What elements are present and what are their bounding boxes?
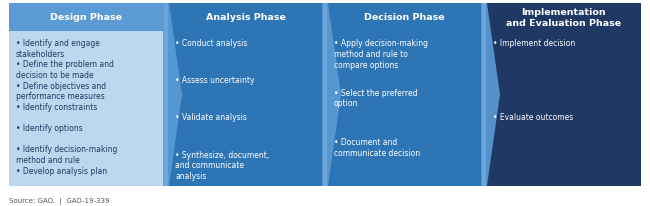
Bar: [9, 32, 164, 186]
Bar: [486, 32, 641, 186]
Text: • Validate analysis: • Validate analysis: [175, 113, 247, 122]
Text: • Document and
communicate decision: • Document and communicate decision: [334, 138, 420, 157]
Text: • Evaluate outcomes: • Evaluate outcomes: [493, 113, 573, 122]
Text: • Assess uncertainty: • Assess uncertainty: [175, 76, 255, 85]
Text: • Implement decision: • Implement decision: [493, 39, 575, 48]
Bar: [168, 32, 323, 186]
Text: Decision Phase: Decision Phase: [364, 13, 445, 22]
Bar: [168, 4, 323, 32]
Text: Implementation
and Evaluation Phase: Implementation and Evaluation Phase: [506, 8, 621, 28]
Polygon shape: [163, 4, 182, 186]
Text: Analysis Phase: Analysis Phase: [205, 13, 285, 22]
Text: • Apply decision-making
method and rule to
compare options: • Apply decision-making method and rule …: [334, 39, 428, 69]
Text: • Define objectives and
performance measures: • Define objectives and performance meas…: [16, 81, 106, 101]
Polygon shape: [322, 4, 341, 186]
Bar: [486, 4, 641, 32]
Text: • Develop analysis plan: • Develop analysis plan: [16, 166, 107, 175]
Bar: [327, 32, 482, 186]
Text: • Define the problem and
decision to be made: • Define the problem and decision to be …: [16, 60, 114, 80]
Bar: [9, 4, 164, 32]
Polygon shape: [481, 4, 500, 186]
Text: Design Phase: Design Phase: [51, 13, 122, 22]
Text: • Identify constraints: • Identify constraints: [16, 102, 98, 111]
Text: • Identify options: • Identify options: [16, 124, 83, 132]
Text: • Identify and engage
stakeholders: • Identify and engage stakeholders: [16, 39, 100, 59]
Text: Source: GAO.  |  GAO-19-339: Source: GAO. | GAO-19-339: [9, 197, 109, 204]
Text: • Select the preferred
option: • Select the preferred option: [334, 88, 417, 108]
Text: • Identify decision-making
method and rule: • Identify decision-making method and ru…: [16, 145, 118, 164]
Text: • Conduct analysis: • Conduct analysis: [175, 39, 248, 48]
Bar: [327, 4, 482, 32]
Text: • Synthesize, document,
and communicate
analysis: • Synthesize, document, and communicate …: [175, 150, 269, 180]
